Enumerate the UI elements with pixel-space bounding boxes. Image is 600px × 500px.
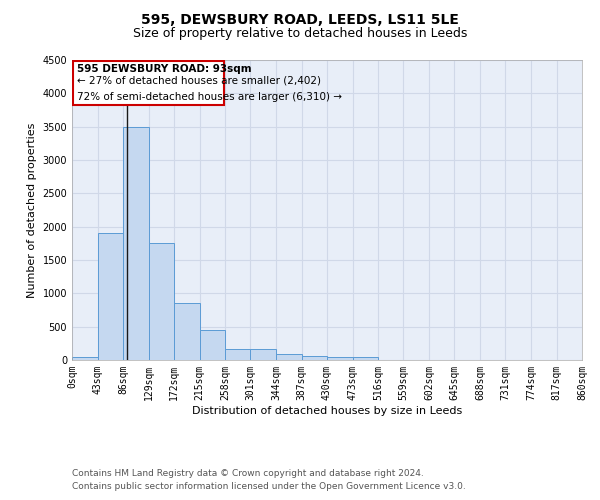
Text: ← 27% of detached houses are smaller (2,402): ← 27% of detached houses are smaller (2,… <box>77 76 321 86</box>
Bar <box>327 356 353 360</box>
Text: Contains HM Land Registry data © Crown copyright and database right 2024.: Contains HM Land Registry data © Crown c… <box>72 468 424 477</box>
Bar <box>302 356 327 360</box>
Bar <box>199 330 225 360</box>
Bar <box>276 354 302 360</box>
Bar <box>225 348 251 360</box>
Bar <box>72 356 97 360</box>
Bar <box>123 126 149 360</box>
Text: 595 DEWSBURY ROAD: 93sqm: 595 DEWSBURY ROAD: 93sqm <box>77 64 251 74</box>
Bar <box>149 244 174 360</box>
Bar <box>353 356 378 360</box>
X-axis label: Distribution of detached houses by size in Leeds: Distribution of detached houses by size … <box>192 406 462 415</box>
Text: 595, DEWSBURY ROAD, LEEDS, LS11 5LE: 595, DEWSBURY ROAD, LEEDS, LS11 5LE <box>141 12 459 26</box>
Y-axis label: Number of detached properties: Number of detached properties <box>27 122 37 298</box>
Text: 72% of semi-detached houses are larger (6,310) →: 72% of semi-detached houses are larger (… <box>77 92 342 102</box>
Bar <box>174 304 199 360</box>
Text: Size of property relative to detached houses in Leeds: Size of property relative to detached ho… <box>133 28 467 40</box>
FancyBboxPatch shape <box>73 60 224 106</box>
Bar <box>251 348 276 360</box>
Text: Contains public sector information licensed under the Open Government Licence v3: Contains public sector information licen… <box>72 482 466 491</box>
Bar <box>97 234 123 360</box>
